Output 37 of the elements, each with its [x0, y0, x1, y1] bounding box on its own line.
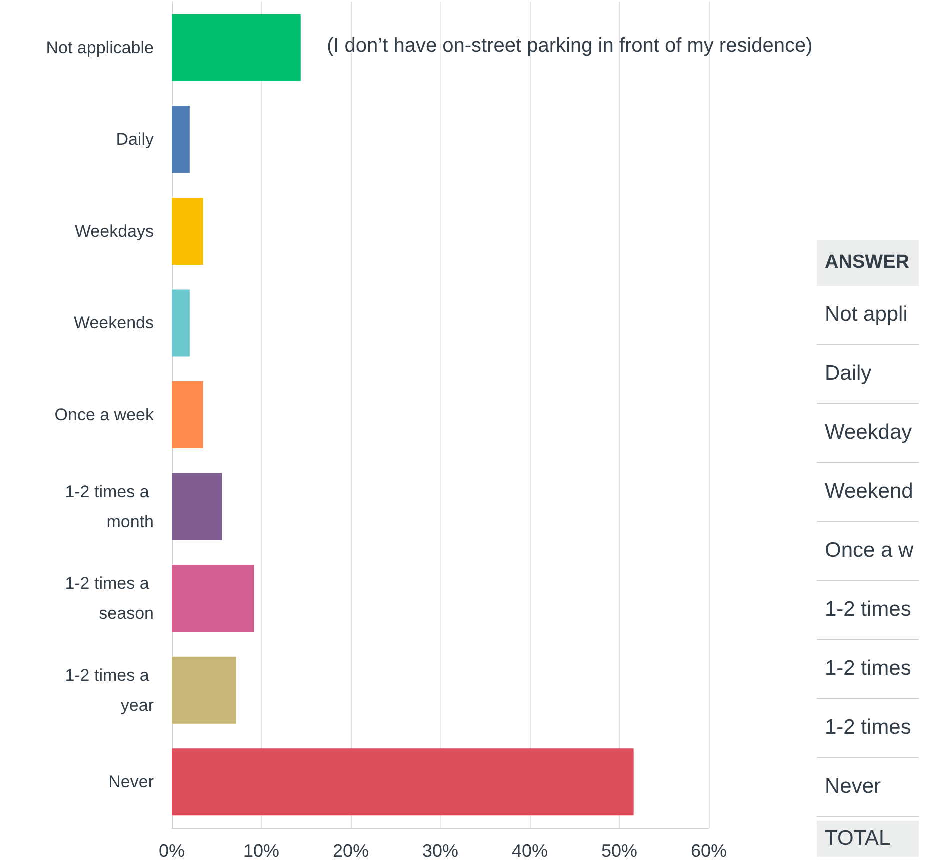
- text: TOTAL: [817, 821, 919, 857]
- x-tick-label: 20%: [332, 841, 370, 861]
- y-tick-label: 1-2 times a month: [65, 482, 154, 532]
- bar: [172, 473, 222, 540]
- text: Weekend: [817, 463, 919, 522]
- x-tick-label: 10%: [243, 841, 280, 861]
- bar: [172, 748, 634, 816]
- text: 1-2 times: [817, 640, 919, 699]
- text: Never: [817, 758, 919, 817]
- text: Daily: [817, 345, 919, 404]
- x-tick-label: 30%: [422, 841, 459, 861]
- bar: [172, 106, 190, 174]
- y-tick-label: Not applicable: [46, 38, 154, 58]
- x-tick-label: 50%: [601, 841, 638, 861]
- text: 1-2 times: [817, 699, 919, 758]
- text: ANSWER: [817, 240, 919, 286]
- y-tick-label: Daily: [116, 130, 154, 150]
- annotation: (I don’t have on-street parking in front of my residence): [327, 35, 813, 57]
- bar: [172, 290, 190, 357]
- bar: [172, 656, 236, 724]
- y-tick-label: Weekdays: [74, 222, 154, 241]
- text: Not appli: [817, 286, 919, 345]
- y-tick-label: 1-2 times a year: [65, 666, 154, 715]
- x-tick-label: 0%: [158, 841, 186, 861]
- x-tick-label: 40%: [512, 841, 548, 861]
- bar: [172, 565, 254, 632]
- text: 1-2 times: [817, 581, 919, 640]
- text: Weekday: [817, 404, 919, 463]
- bar: [172, 14, 301, 82]
- y-tick-label: Weekends: [74, 314, 154, 333]
- x-tick-label: 60%: [690, 841, 728, 861]
- bar: [172, 198, 204, 265]
- text: Once a w: [817, 522, 919, 581]
- y-tick-label: Never: [108, 772, 154, 792]
- y-tick-label: 1-2 times a season: [65, 574, 154, 624]
- bar: [172, 382, 204, 448]
- y-tick-label: Once a week: [54, 406, 154, 424]
